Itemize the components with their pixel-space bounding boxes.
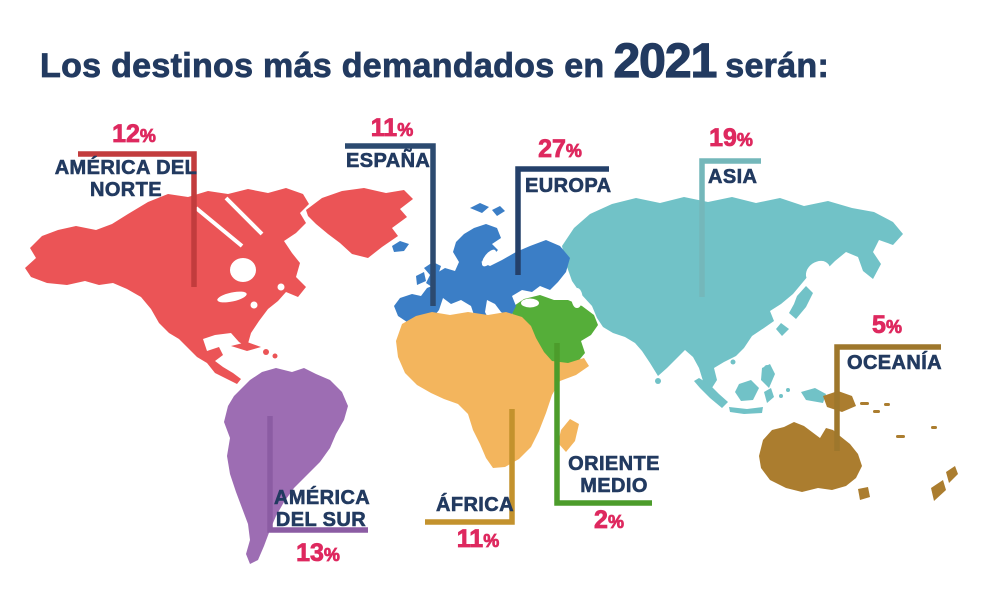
percent-europa: 27% [538, 135, 583, 163]
percent-america-del-sur: 13% [296, 539, 341, 567]
new-zealand-north-island [946, 466, 958, 483]
japan-islands [789, 286, 813, 319]
baltic-sea-water [481, 249, 497, 267]
caribbean-island [272, 353, 278, 359]
europe-region [394, 224, 570, 330]
new-caledonia-island [896, 435, 905, 438]
label-asia: ASIA [708, 166, 758, 189]
iceland-island [392, 241, 409, 252]
title-prefix: Los destinos más demandados en [40, 47, 605, 86]
page-title: Los destinos más demandados en 2021 serán: [40, 34, 830, 89]
percent-oceania: 5% [872, 311, 903, 339]
label-oceania: OCEANÍA [847, 352, 943, 375]
okhotsk-sea-water [805, 260, 831, 284]
pacific-island [860, 402, 869, 405]
svalbard-island [470, 203, 489, 213]
leader-line-espana [345, 143, 436, 306]
percent-america-del-norte: 12% [112, 120, 157, 148]
australia-region [759, 422, 862, 492]
percent-oriente-medio: 2% [594, 506, 625, 534]
greenland-region [306, 188, 413, 258]
philippines-islands [761, 364, 775, 388]
asia-region [562, 197, 903, 391]
middle-east-region [511, 295, 598, 371]
leader-line-africa [425, 409, 515, 525]
cuba-island [231, 342, 261, 351]
madagascar-island [558, 419, 579, 452]
japan-islands [776, 323, 789, 336]
north-america-region [25, 188, 309, 384]
percent-africa: 11% [456, 525, 500, 553]
arctic-channel [194, 206, 244, 248]
label-europa: EUROPA [525, 175, 612, 198]
arctic-channel [224, 196, 264, 236]
label-oriente-medio: ORIENTE MEDIO [568, 453, 660, 498]
leader-line-america-del-norte [78, 151, 197, 287]
hudson-bay-water [230, 258, 256, 282]
ireland-island [416, 272, 426, 285]
percent-espana: 11% [370, 114, 414, 142]
new-zealand-south-island [931, 480, 946, 501]
south-america-region [224, 368, 348, 564]
pacific-island [884, 403, 890, 406]
africa-region [396, 312, 589, 468]
leader-line-europa [515, 166, 609, 275]
label-espana: ESPAÑA [346, 150, 431, 173]
label-america-del-sur: AMÉRICA DEL SUR [274, 487, 371, 532]
tasmania-island [858, 487, 870, 500]
percent-asia: 19% [709, 124, 754, 152]
borneo-island [735, 380, 759, 401]
title-suffix: serán: [725, 47, 830, 86]
moluccas-island [779, 394, 783, 398]
leader-line-oceania [834, 344, 941, 451]
new-guinea-west [801, 388, 826, 403]
leader-line-asia [699, 158, 761, 297]
fiji-island [931, 426, 937, 429]
sri-lanka-island [655, 378, 661, 384]
caribbean-island [263, 349, 269, 355]
svalbard-island [492, 206, 505, 216]
black-sea-water [521, 298, 539, 308]
hainan-island [730, 359, 736, 365]
label-america-del-norte: AMÉRICA DEL NORTE [54, 157, 198, 202]
great-lakes-water [217, 291, 247, 303]
sumatra-island [694, 378, 728, 408]
title-year: 2021 [613, 34, 718, 88]
pacific-island [873, 410, 880, 413]
great-lakes-water [250, 301, 258, 309]
leader-line-oriente-medio [554, 343, 652, 506]
caspian-sea-water [571, 288, 583, 308]
moluccas-island [786, 388, 790, 392]
label-africa: ÁFRICA [436, 494, 514, 517]
sulawesi-island [764, 388, 774, 403]
leader-line-america-del-sur [267, 416, 368, 533]
java-island [729, 407, 763, 414]
st-lawrence-water [277, 283, 285, 291]
